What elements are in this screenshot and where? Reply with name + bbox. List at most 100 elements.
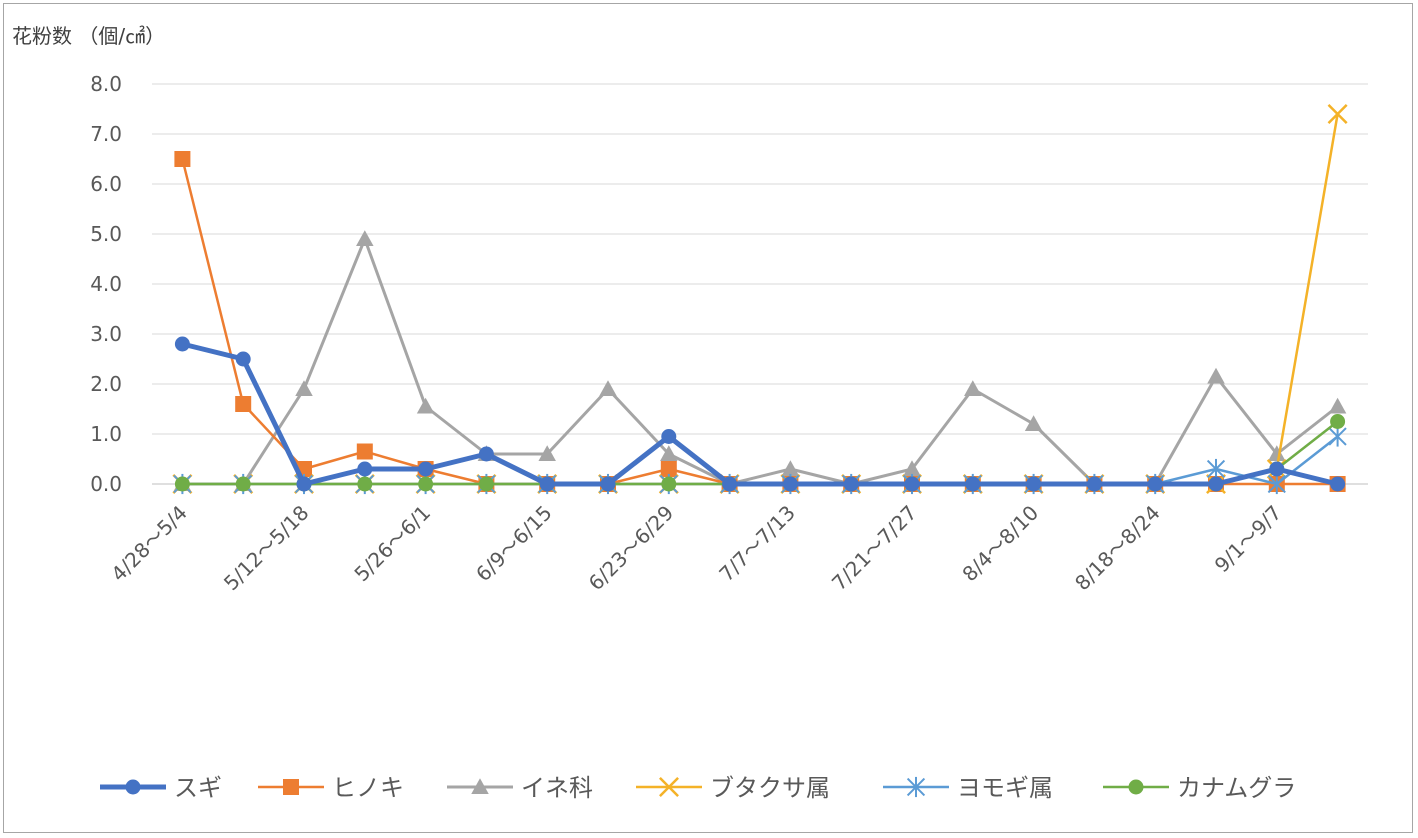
data-point — [1328, 426, 1347, 447]
data-point — [1267, 473, 1286, 495]
data-point — [1208, 476, 1224, 492]
data-point — [125, 779, 141, 795]
data-point — [1330, 476, 1346, 492]
legend-item: ヨモギ属 — [883, 774, 1053, 802]
legend-item: スギ — [100, 774, 222, 802]
grid — [152, 83, 1368, 485]
legend-label: ヨモギ属 — [957, 774, 1053, 802]
data-point — [478, 446, 494, 462]
data-point — [1268, 445, 1286, 461]
marker-stroke — [659, 777, 679, 797]
y-unit-label: 花粉数 （個/㎠） — [12, 24, 166, 48]
x-axis-ticks: 4/28～5/4 5/12～5/18 5/26～6/1 6/9～6/15 6/23～6/… — [106, 501, 1286, 596]
data-point — [843, 476, 859, 492]
data-point — [539, 476, 555, 492]
legend-label: イネ科 — [521, 774, 593, 802]
x-tick-label: 5/12～5/18 — [219, 501, 314, 596]
data-point — [174, 476, 190, 492]
legend-item: イネ科 — [447, 774, 593, 802]
series-line — [180, 237, 1340, 486]
data-point — [964, 380, 982, 396]
series-line — [179, 341, 1341, 487]
data-point — [781, 460, 800, 476]
data-point — [174, 336, 190, 352]
marker-stroke — [1327, 104, 1348, 124]
data-point — [904, 476, 920, 492]
data-point — [659, 777, 679, 797]
y-tick-label: 4.0 — [90, 272, 122, 296]
y-tick-label: 3.0 — [90, 322, 122, 346]
series-line — [181, 157, 1339, 486]
legend-label: カナムグラ — [1177, 774, 1296, 802]
x-tick-label: 8/18～8/24 — [1070, 501, 1165, 596]
legend-item: ヒノキ — [258, 774, 404, 802]
data-point — [235, 396, 252, 412]
data-point — [538, 445, 556, 461]
legend-label: ブタクサ属 — [710, 774, 830, 802]
series-lines — [172, 104, 1348, 495]
legend-label: スギ — [174, 774, 222, 802]
data-point — [1330, 414, 1346, 429]
data-point — [600, 476, 616, 492]
data-point — [418, 461, 434, 477]
x-tick-label: 7/21～7/27 — [827, 501, 922, 596]
data-point — [1328, 397, 1347, 414]
data-point — [418, 476, 434, 492]
data-point — [295, 380, 313, 396]
data-point — [1206, 458, 1226, 480]
data-point — [356, 230, 374, 246]
data-point — [906, 776, 926, 798]
series-line — [181, 420, 1339, 486]
data-point — [235, 351, 251, 367]
data-point — [471, 778, 489, 794]
x-tick-label: 5/26～6/1 — [349, 501, 435, 587]
data-point — [661, 476, 677, 492]
data-point — [1207, 367, 1225, 384]
x-tick-label: 6/9～6/15 — [471, 501, 557, 587]
legend-item: カナムグラ — [1103, 774, 1296, 802]
y-tick-label: 5.0 — [90, 222, 122, 246]
data-point — [599, 380, 617, 396]
data-point — [283, 779, 299, 795]
data-point — [965, 476, 981, 492]
data-point — [660, 445, 678, 461]
chart-frame — [3, 3, 1413, 833]
data-point — [174, 151, 191, 167]
legend-label: ヒノキ — [332, 774, 404, 802]
data-point — [1327, 104, 1348, 124]
data-point — [357, 461, 373, 477]
data-point — [1086, 476, 1102, 492]
legend: スギ ヒノキ イネ科 ブタクサ属 ヨモギ属 カナムグラ — [100, 774, 1296, 802]
legend-item: ブタクサ属 — [636, 774, 830, 802]
data-point — [478, 476, 494, 492]
data-point — [1026, 476, 1042, 492]
data-point — [1269, 461, 1285, 477]
x-tick-label: 8/4～8/10 — [957, 501, 1043, 587]
x-tick-label: 9/1～9/7 — [1210, 501, 1287, 578]
data-point — [296, 476, 312, 492]
data-point — [1147, 476, 1163, 492]
data-point — [782, 476, 798, 492]
y-tick-label: 8.0 — [90, 72, 122, 96]
series-line — [181, 112, 1339, 486]
y-tick-label: 7.0 — [90, 122, 122, 146]
y-tick-label: 1.0 — [90, 422, 122, 446]
data-point — [661, 429, 677, 444]
data-point — [1128, 779, 1144, 795]
series-1 — [174, 151, 1346, 492]
series-0 — [174, 336, 1346, 492]
data-point — [722, 476, 738, 492]
data-point — [903, 460, 921, 476]
data-point — [416, 397, 435, 414]
data-point — [660, 461, 677, 477]
data-point — [235, 476, 251, 492]
x-tick-label: 4/28～5/4 — [106, 501, 192, 587]
x-tick-label: 6/23～6/29 — [584, 501, 679, 596]
data-point — [1024, 415, 1043, 431]
y-tick-label: 6.0 — [90, 172, 122, 196]
data-point — [357, 476, 373, 492]
y-tick-label: 0.0 — [90, 472, 122, 496]
y-tick-label: 2.0 — [90, 372, 122, 396]
y-axis-ticks: 0.0 1.0 2.0 3.0 4.0 5.0 6.0 7.0 8.0 — [90, 72, 122, 496]
